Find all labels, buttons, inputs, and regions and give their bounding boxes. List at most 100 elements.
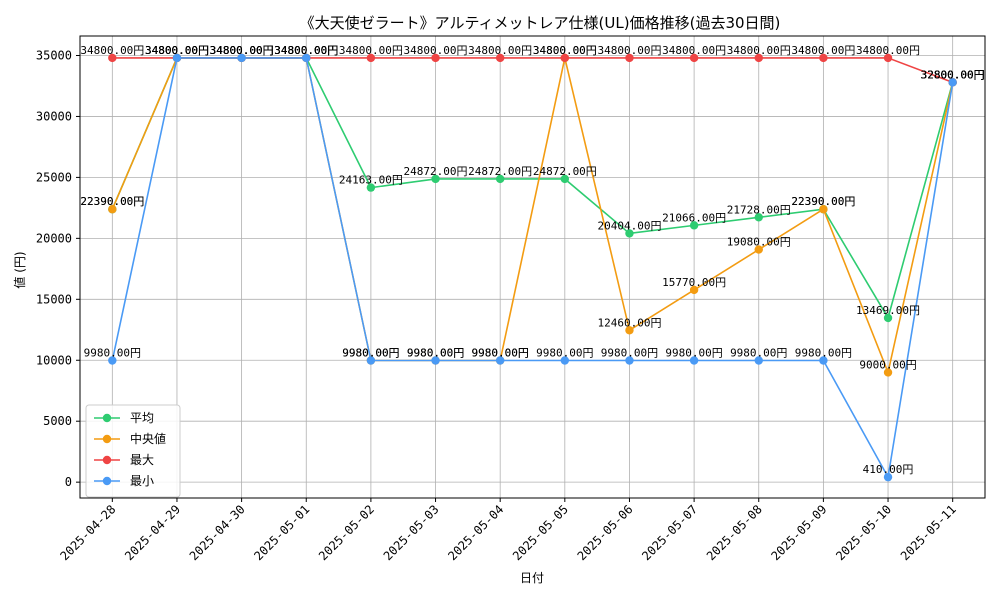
data-point bbox=[819, 205, 828, 214]
data-point bbox=[883, 368, 893, 377]
data-label: 13469.00円 bbox=[856, 304, 920, 317]
data-label: 34800.00円 bbox=[210, 44, 274, 57]
data-label: 22390.00円 bbox=[80, 195, 144, 208]
data-label: 32800.00円 bbox=[921, 68, 985, 81]
x-axis-title: 日付 bbox=[520, 571, 544, 585]
data-point bbox=[172, 53, 182, 63]
x-tick-label: 2025-05-04 bbox=[445, 502, 506, 563]
data-point bbox=[560, 356, 570, 365]
data-label: 34800.00円 bbox=[727, 44, 791, 57]
data-label: 9980.00円 bbox=[730, 346, 787, 359]
data-label: 15770.00円 bbox=[662, 276, 726, 289]
legend-swatch-marker bbox=[102, 455, 112, 465]
plot-frame bbox=[79, 35, 986, 499]
data-label: 21066.00円 bbox=[662, 211, 726, 224]
data-label: 34800.00円 bbox=[210, 44, 274, 57]
data-label: 34800.00円 bbox=[274, 44, 338, 57]
data-label: 20404.00円 bbox=[597, 219, 661, 232]
data-point bbox=[302, 53, 311, 63]
data-label: 9980.00円 bbox=[84, 346, 141, 359]
x-tick-label: 2025-05-01 bbox=[251, 502, 312, 563]
data-point bbox=[431, 53, 440, 63]
series-line-2 bbox=[112, 57, 953, 84]
legend-label: 中央値 bbox=[130, 431, 166, 446]
x-tick-label: 2025-05-11 bbox=[898, 502, 959, 563]
series-line-3 bbox=[111, 57, 954, 480]
x-tick-label: 2025-05-09 bbox=[769, 502, 830, 563]
data-label: 21728.00円 bbox=[727, 203, 791, 216]
data-label: 9980.00円 bbox=[471, 346, 528, 359]
data-point bbox=[625, 53, 634, 63]
x-tick-label: 2025-04-28 bbox=[57, 502, 118, 563]
y-tick-label: 0 bbox=[65, 475, 72, 489]
y-axis-title: 値 (円) bbox=[12, 251, 27, 288]
legend-swatch-marker bbox=[102, 476, 112, 486]
data-point bbox=[108, 53, 117, 63]
x-tick-label: 2025-04-30 bbox=[187, 502, 248, 563]
x-tick-label: 2025-05-03 bbox=[381, 502, 442, 563]
data-label: 9980.00円 bbox=[536, 346, 593, 359]
data-label: 34800.00円 bbox=[274, 44, 338, 57]
data-label: 34800.00円 bbox=[597, 44, 661, 57]
legend-label: 最大 bbox=[130, 453, 154, 467]
legend-box bbox=[85, 404, 181, 498]
y-tick-label: 25000 bbox=[36, 170, 72, 184]
data-point bbox=[689, 285, 699, 295]
data-point bbox=[689, 53, 699, 63]
y-tick-label: 20000 bbox=[36, 231, 72, 245]
data-point bbox=[108, 356, 117, 365]
data-label: 9980.00円 bbox=[407, 346, 464, 359]
data-label: 22390.00円 bbox=[791, 195, 855, 208]
data-label: 34800.00円 bbox=[145, 44, 209, 57]
x-tick-label: 2025-05-08 bbox=[704, 502, 765, 563]
data-label: 34800.00円 bbox=[145, 44, 209, 57]
data-label: 34800.00円 bbox=[145, 44, 209, 57]
legend-label: 平均 bbox=[130, 411, 154, 425]
data-point bbox=[689, 221, 699, 230]
data-point bbox=[819, 356, 828, 365]
data-label: 9980.00円 bbox=[601, 346, 658, 359]
data-label: 32800.00円 bbox=[921, 68, 985, 81]
data-label: 22390.00円 bbox=[791, 195, 855, 208]
data-point bbox=[495, 53, 505, 63]
data-point bbox=[495, 174, 505, 184]
x-tick-label: 2025-05-05 bbox=[510, 502, 571, 563]
data-point bbox=[754, 53, 763, 63]
data-point bbox=[366, 183, 376, 192]
data-label: 32800.00円 bbox=[921, 68, 985, 81]
data-point bbox=[883, 53, 893, 63]
data-label: 32800.00円 bbox=[921, 68, 985, 81]
data-point bbox=[366, 53, 376, 63]
data-label: 34800.00円 bbox=[791, 44, 855, 57]
data-point bbox=[754, 356, 763, 365]
data-label: 34800.00円 bbox=[468, 44, 532, 57]
data-point bbox=[237, 53, 246, 63]
data-point bbox=[560, 174, 570, 184]
data-point bbox=[625, 356, 634, 365]
data-label: 34800.00円 bbox=[856, 44, 920, 57]
data-point bbox=[108, 205, 117, 214]
x-tick-label: 2025-05-07 bbox=[639, 502, 700, 563]
data-label: 9980.00円 bbox=[407, 346, 464, 359]
data-label: 34800.00円 bbox=[210, 44, 274, 57]
y-tick-label: 5000 bbox=[43, 414, 72, 428]
legend-swatch-marker bbox=[102, 413, 112, 423]
chart-title: 《大天使ゼラート》アルティメットレア仕様(UL)価格推移(過去30日間) bbox=[300, 14, 781, 32]
data-label: 22390.00円 bbox=[80, 195, 144, 208]
y-tick-label: 15000 bbox=[36, 292, 72, 306]
x-tick-label: 2025-05-06 bbox=[575, 502, 636, 563]
data-label: 34800.00円 bbox=[339, 44, 403, 57]
data-label: 34800.00円 bbox=[274, 44, 338, 57]
data-label: 34800.00円 bbox=[662, 44, 726, 57]
data-point bbox=[883, 313, 893, 323]
data-label: 34800.00円 bbox=[404, 44, 468, 57]
data-label: 24872.00円 bbox=[468, 165, 532, 178]
data-point bbox=[625, 229, 634, 238]
y-tick-label: 35000 bbox=[36, 49, 72, 63]
legend-label: 最小 bbox=[130, 474, 154, 488]
series-line-0 bbox=[111, 57, 954, 320]
